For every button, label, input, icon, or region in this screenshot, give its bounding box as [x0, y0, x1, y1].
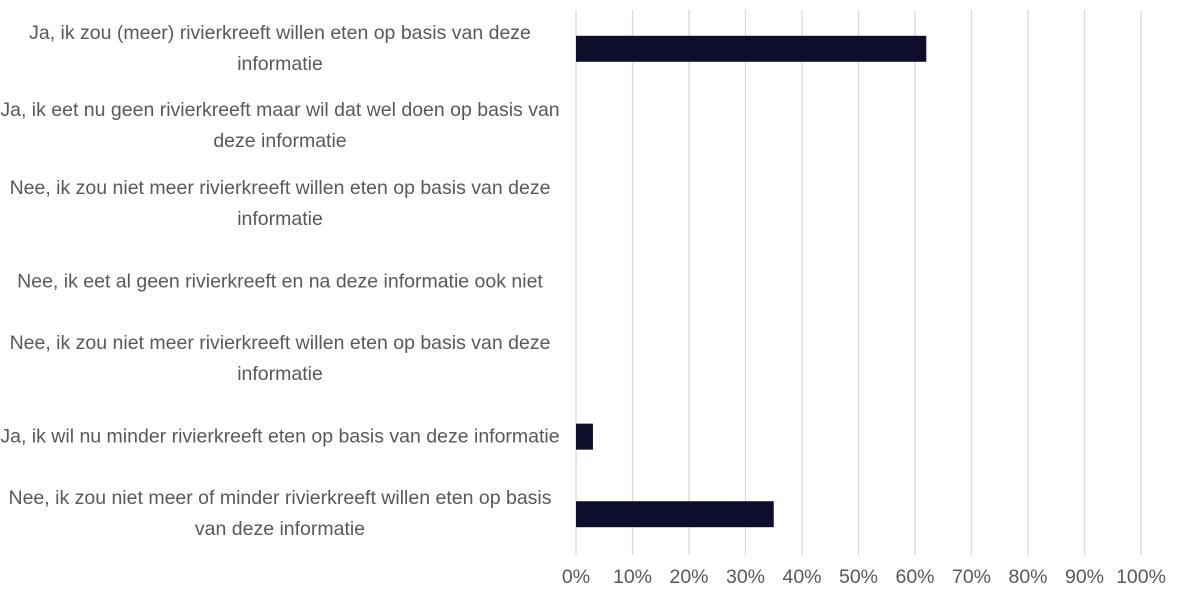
y-tick-label: Nee, ik eet al geen rivierkreeft en na d… — [17, 270, 543, 292]
x-tick-label: 20% — [669, 566, 708, 588]
x-tick-label: 80% — [1008, 566, 1047, 588]
x-tick-label: 60% — [895, 566, 934, 588]
bar — [576, 501, 774, 528]
bar — [576, 35, 927, 62]
y-tick-label: Nee, ik zou niet meer rivierkreeft wille… — [9, 332, 551, 386]
bar — [576, 423, 593, 450]
y-tick-label: Ja, ik eet nu geen rivierkreeft maar wil… — [0, 99, 560, 153]
y-tick-label: Ja, ik zou (meer) rivierkreeft willen et… — [29, 21, 531, 75]
x-tick-label: 10% — [613, 566, 652, 588]
y-tick-label: Nee, ik zou niet meer of minder rivierkr… — [8, 487, 552, 541]
x-tick-label: 0% — [562, 566, 590, 588]
y-tick-label: Nee, ik zou niet meer rivierkreeft wille… — [9, 176, 551, 230]
x-tick-label: 30% — [726, 566, 765, 588]
y-tick-label: Ja, ik wil nu minder rivierkreeft eten o… — [0, 425, 560, 448]
x-tick-label: 40% — [782, 566, 821, 588]
x-tick-label: 50% — [839, 566, 878, 588]
x-tick-label: 70% — [952, 566, 991, 588]
x-tick-label: 90% — [1065, 566, 1104, 588]
x-tick-label: 100% — [1116, 566, 1166, 588]
